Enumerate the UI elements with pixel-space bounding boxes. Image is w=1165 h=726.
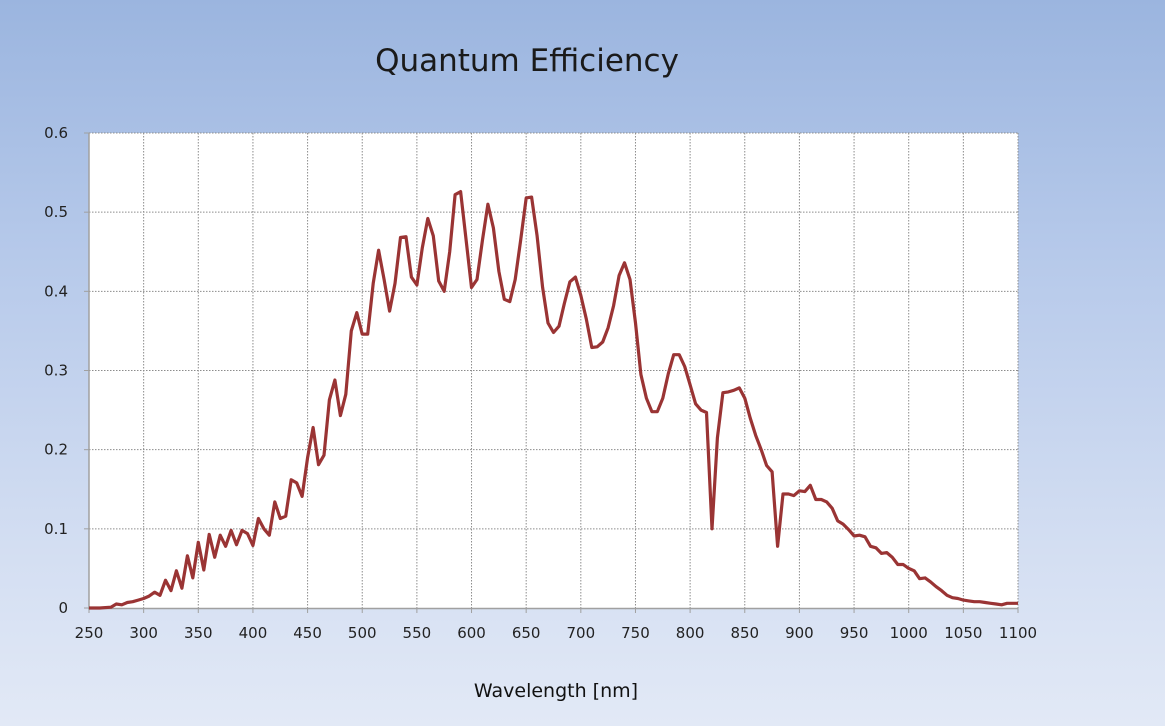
x-tick-label: 1000 xyxy=(890,624,928,642)
x-tick-label: 300 xyxy=(129,624,158,642)
y-tick-label: 0.2 xyxy=(44,441,68,459)
x-tick-label: 1050 xyxy=(944,624,982,642)
x-tick-label: 1100 xyxy=(999,624,1037,642)
x-axis-label: Wavelength [nm] xyxy=(474,680,638,702)
x-tick-label: 600 xyxy=(457,624,486,642)
gridlines xyxy=(89,132,1019,608)
x-tick-label: 450 xyxy=(293,624,322,642)
y-tick-label: 0.5 xyxy=(44,203,68,221)
x-tick-label: 900 xyxy=(785,624,814,642)
x-tick-label: 950 xyxy=(840,624,869,642)
x-tick-label: 650 xyxy=(512,624,541,642)
x-tick-label: 400 xyxy=(239,624,268,642)
qe-series-line xyxy=(89,190,1018,610)
x-tick-label: 500 xyxy=(348,624,377,642)
y-tick-label: 0.1 xyxy=(44,520,68,538)
y-tick-label: 0.3 xyxy=(44,362,68,380)
x-tick-label: 250 xyxy=(75,624,104,642)
y-tick-label: 0 xyxy=(58,599,68,617)
y-tick-label: 0.4 xyxy=(44,282,68,300)
x-tick-label: 550 xyxy=(403,624,432,642)
x-tick-label: 350 xyxy=(184,624,213,642)
series-group xyxy=(89,190,1018,610)
y-tick-labels: 0 0.1 0.2 0.3 0.4 0.5 0.6 xyxy=(44,124,89,617)
x-tick-label: 700 xyxy=(567,624,596,642)
chart-title: Quantum Efficiency xyxy=(375,43,679,79)
x-tick-label: 750 xyxy=(621,624,650,642)
x-tick-label: 800 xyxy=(676,624,705,642)
x-tick-labels: 250 300 350 400 450 500 550 600 650 700 750 800 850 9… xyxy=(75,608,1037,642)
y-tick-label: 0.6 xyxy=(44,124,68,142)
x-tick-label: 850 xyxy=(730,624,759,642)
